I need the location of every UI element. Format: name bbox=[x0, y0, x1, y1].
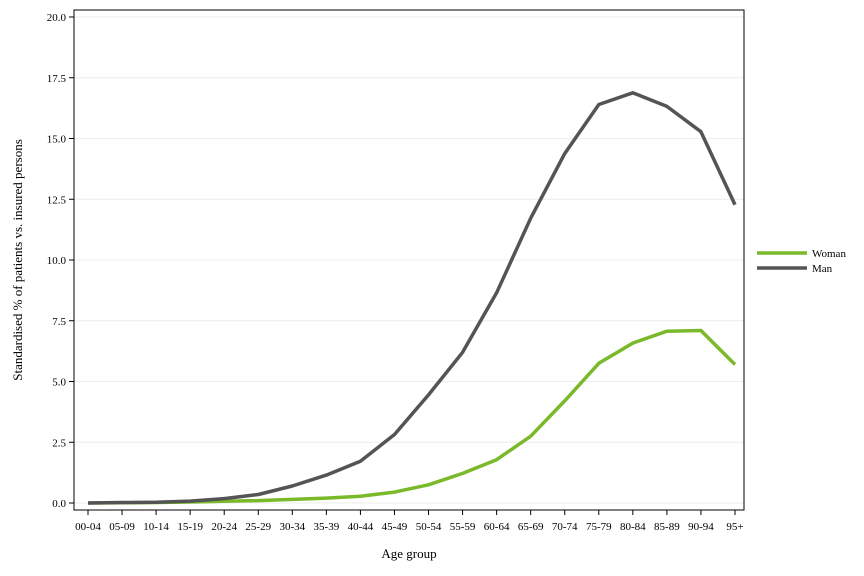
y-tick-label: 0.0 bbox=[52, 498, 66, 510]
x-tick-label: 20-24 bbox=[211, 521, 237, 533]
grid-lines bbox=[74, 16, 744, 504]
series-line-man bbox=[87, 91, 737, 505]
x-tick-label: 35-39 bbox=[314, 521, 340, 533]
x-tick-label: 45-49 bbox=[382, 521, 408, 533]
x-tick-label: 85-89 bbox=[654, 521, 680, 533]
y-tick-label: 20.0 bbox=[47, 12, 67, 24]
x-tick-label: 65-69 bbox=[518, 521, 544, 533]
x-tick-label: 50-54 bbox=[416, 521, 442, 533]
y-axis-title: Standardised % of patients vs. insured p… bbox=[10, 139, 25, 381]
y-tick-label: 17.5 bbox=[47, 73, 67, 85]
x-axis: 00-04 05-09 10-14 15-19 20-24 25-29 30-34 35-39… bbox=[75, 510, 744, 533]
legend: Woman Man bbox=[757, 248, 846, 275]
x-axis-title: Age group bbox=[381, 546, 436, 561]
x-tick-label: 40-44 bbox=[348, 521, 374, 533]
y-tick-label: 10.0 bbox=[47, 255, 67, 267]
legend-label: Man bbox=[812, 263, 833, 275]
y-axis: 0.0 2.5 5.0 7.5 10.0 12.5 15.0 17.5 20.0 bbox=[47, 12, 74, 510]
x-tick-label: 30-34 bbox=[279, 521, 305, 533]
x-tick-label: 00-04 bbox=[75, 521, 101, 533]
y-tick-label: 12.5 bbox=[47, 194, 67, 206]
x-tick-label: 80-84 bbox=[620, 521, 646, 533]
y-tick-label: 2.5 bbox=[52, 437, 66, 449]
y-tick-label: 7.5 bbox=[52, 316, 66, 328]
x-tick-label: 95+ bbox=[726, 521, 743, 533]
x-tick-label: 60-64 bbox=[484, 521, 510, 533]
legend-label: Woman bbox=[812, 248, 846, 260]
x-tick-label: 75-79 bbox=[586, 521, 612, 533]
series-lines bbox=[87, 91, 737, 505]
x-tick-label: 70-74 bbox=[552, 521, 578, 533]
x-tick-label: 55-59 bbox=[450, 521, 476, 533]
y-tick-label: 5.0 bbox=[52, 377, 66, 389]
x-tick-label: 05-09 bbox=[109, 521, 135, 533]
x-tick-label: 90-94 bbox=[688, 521, 714, 533]
x-tick-label: 15-19 bbox=[177, 521, 203, 533]
x-tick-label: 25-29 bbox=[245, 521, 271, 533]
y-tick-label: 15.0 bbox=[47, 134, 67, 146]
x-tick-label: 10-14 bbox=[143, 521, 169, 533]
